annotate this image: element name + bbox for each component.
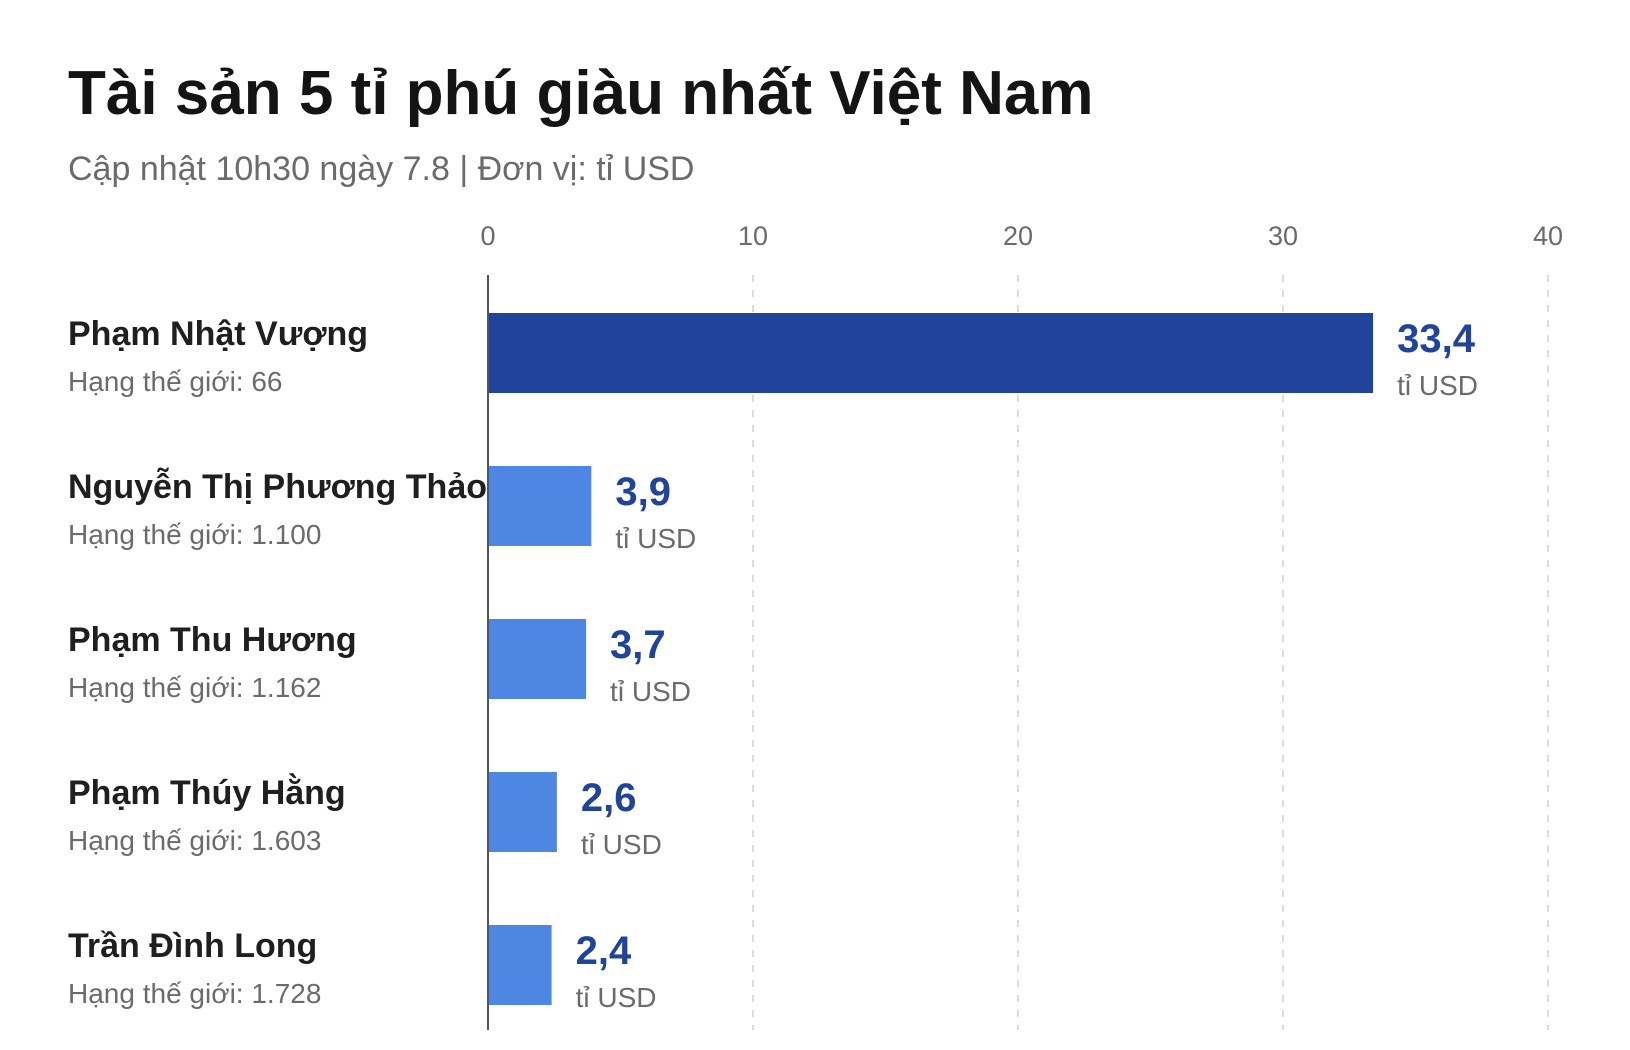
x-tick-label: 0 (480, 221, 495, 251)
world-rank-label: Hạng thế giới: 1.603 (68, 825, 321, 856)
world-rank-label: Hạng thế giới: 66 (68, 366, 283, 397)
value-label: 2,6 (581, 776, 637, 820)
billionaire-name: Nguyễn Thị Phương Thảo (68, 468, 487, 506)
x-tick-label: 10 (738, 221, 768, 251)
billionaire-name: Phạm Thúy Hằng (68, 774, 346, 812)
value-label: 2,4 (576, 929, 632, 973)
bar (488, 772, 557, 852)
bar (488, 313, 1374, 393)
unit-label: tỉ USD (1397, 370, 1478, 401)
world-rank-label: Hạng thế giới: 1.162 (68, 672, 321, 703)
x-tick-label: 20 (1003, 221, 1033, 251)
chart-subtitle: Cập nhật 10h30 ngày 7.8 | Đơn vị: tỉ USD (68, 150, 695, 188)
value-label: 33,4 (1397, 317, 1476, 361)
billionaire-name: Trần Đình Long (68, 927, 317, 965)
value-label: 3,9 (615, 470, 671, 514)
bar (488, 619, 587, 699)
x-tick-label: 40 (1533, 221, 1563, 251)
unit-label: tỉ USD (610, 676, 691, 707)
chart-title: Tài sản 5 tỉ phú giàu nhất Việt Nam (68, 59, 1094, 128)
bar (488, 925, 552, 1005)
x-tick-label: 30 (1268, 221, 1298, 251)
unit-label: tỉ USD (576, 982, 657, 1013)
billionaire-name: Phạm Nhật Vượng (68, 315, 368, 353)
world-rank-label: Hạng thế giới: 1.100 (68, 519, 321, 550)
unit-label: tỉ USD (581, 829, 662, 860)
bar (488, 466, 592, 546)
value-label: 3,7 (610, 623, 666, 667)
billionaire-name: Phạm Thu Hương (68, 621, 357, 659)
unit-label: tỉ USD (615, 523, 696, 554)
world-rank-label: Hạng thế giới: 1.728 (68, 978, 321, 1009)
